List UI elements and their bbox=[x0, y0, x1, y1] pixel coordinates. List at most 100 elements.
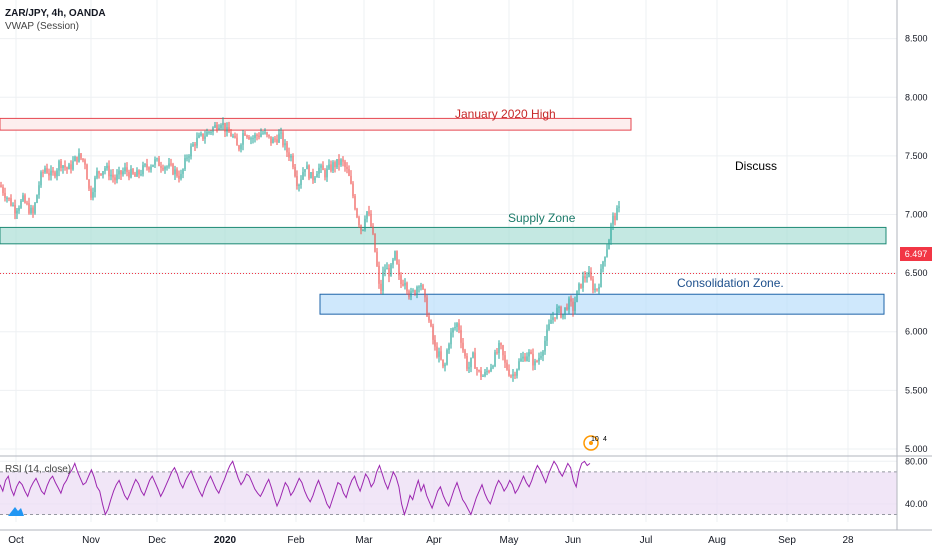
x-tick-label: Oct bbox=[8, 535, 24, 546]
candle-body bbox=[298, 185, 300, 187]
candle-body bbox=[132, 169, 134, 174]
candle-body bbox=[438, 351, 440, 357]
january-high-zone[interactable] bbox=[0, 117, 632, 131]
candle-body bbox=[266, 132, 268, 135]
events-badge[interactable]: 10 4 bbox=[582, 433, 610, 453]
candle-body bbox=[126, 167, 128, 172]
candle-body bbox=[86, 164, 88, 180]
candle-body bbox=[470, 357, 472, 368]
candle-body bbox=[256, 134, 258, 136]
candle-body bbox=[20, 200, 22, 208]
candle-body bbox=[418, 286, 420, 288]
candle-body bbox=[44, 168, 46, 173]
candle-body bbox=[156, 158, 158, 160]
rsi-legend[interactable]: RSI (14, close) bbox=[5, 464, 72, 475]
candle-body bbox=[250, 138, 252, 140]
y-tick-label: 7.500 bbox=[905, 151, 928, 161]
candle-body bbox=[404, 282, 406, 286]
vwap-legend[interactable]: VWAP (Session) bbox=[5, 21, 79, 32]
candle-body bbox=[486, 371, 488, 373]
candle-body bbox=[586, 276, 588, 279]
candle-body bbox=[78, 153, 80, 162]
candle-body bbox=[60, 161, 62, 168]
candle-body bbox=[310, 172, 312, 179]
candle-body bbox=[450, 332, 452, 345]
candle-body bbox=[124, 167, 126, 172]
events-count-b: 4 bbox=[603, 436, 607, 443]
candle-body bbox=[482, 375, 484, 377]
candle-body bbox=[296, 176, 298, 186]
candle-body bbox=[140, 174, 142, 176]
candle-body bbox=[184, 158, 186, 170]
tradingview-logo-icon[interactable] bbox=[6, 503, 26, 519]
candle-body bbox=[488, 371, 490, 373]
candle-body bbox=[424, 289, 426, 298]
candle-body bbox=[220, 125, 222, 128]
supply-zone[interactable] bbox=[0, 226, 887, 245]
candle-body bbox=[52, 170, 54, 173]
january-high-label: January 2020 High bbox=[455, 107, 556, 121]
candle-body bbox=[492, 366, 494, 368]
candle-body bbox=[436, 346, 438, 357]
candle-body bbox=[218, 127, 220, 130]
candle-body bbox=[462, 342, 464, 351]
candle-body bbox=[294, 167, 296, 177]
candle-body bbox=[426, 297, 428, 317]
candle-body bbox=[618, 206, 620, 208]
x-tick-label: Feb bbox=[287, 535, 305, 546]
candle-body bbox=[226, 127, 228, 133]
candle-body bbox=[420, 285, 422, 287]
candle-body bbox=[54, 172, 56, 177]
candle-body bbox=[232, 135, 234, 137]
x-tick-label: Dec bbox=[148, 535, 166, 546]
candle-body bbox=[432, 326, 434, 340]
y-tick-label: 5.000 bbox=[905, 444, 928, 454]
symbol-legend[interactable]: ZAR/JPY, 4h, OANDA bbox=[5, 8, 106, 19]
consolidation-zone[interactable] bbox=[319, 293, 885, 315]
candle-body bbox=[76, 156, 78, 162]
candle-body bbox=[144, 164, 146, 166]
candle-body bbox=[234, 135, 236, 138]
candle-body bbox=[442, 359, 444, 367]
candle-body bbox=[472, 352, 474, 358]
candle-body bbox=[180, 173, 182, 179]
candle-body bbox=[598, 287, 600, 290]
candle-body bbox=[2, 186, 4, 193]
rsi-tick-label: 40.00 bbox=[905, 499, 928, 509]
candle-body bbox=[558, 306, 560, 308]
candle-body bbox=[422, 285, 424, 290]
candle-body bbox=[48, 173, 50, 176]
candle-body bbox=[484, 371, 486, 376]
candle-body bbox=[572, 301, 574, 311]
candle-body bbox=[212, 127, 214, 132]
candle-body bbox=[364, 218, 366, 230]
candle-body bbox=[246, 135, 248, 137]
candle-body bbox=[456, 323, 458, 328]
candle-body bbox=[554, 317, 556, 319]
candle-body bbox=[62, 165, 64, 168]
candle-body bbox=[258, 135, 260, 137]
candle-body bbox=[326, 168, 328, 178]
candle-body bbox=[468, 367, 470, 369]
candle-body bbox=[352, 183, 354, 197]
candle-body bbox=[336, 158, 338, 168]
y-tick-label: 7.000 bbox=[905, 210, 928, 220]
candle-body bbox=[460, 329, 462, 343]
candle-body bbox=[28, 203, 30, 214]
candle-body bbox=[560, 306, 562, 318]
candle-body bbox=[278, 133, 280, 143]
candle-body bbox=[238, 145, 240, 150]
candle-body bbox=[204, 136, 206, 139]
candle-body bbox=[176, 169, 178, 176]
candle-body bbox=[64, 165, 66, 168]
candle-body bbox=[302, 172, 304, 180]
candle-body bbox=[240, 144, 242, 150]
price-series bbox=[0, 117, 620, 382]
zones-layer bbox=[0, 117, 887, 315]
candle-body bbox=[394, 251, 396, 260]
candle-body bbox=[388, 268, 390, 277]
candle-body bbox=[116, 174, 118, 181]
